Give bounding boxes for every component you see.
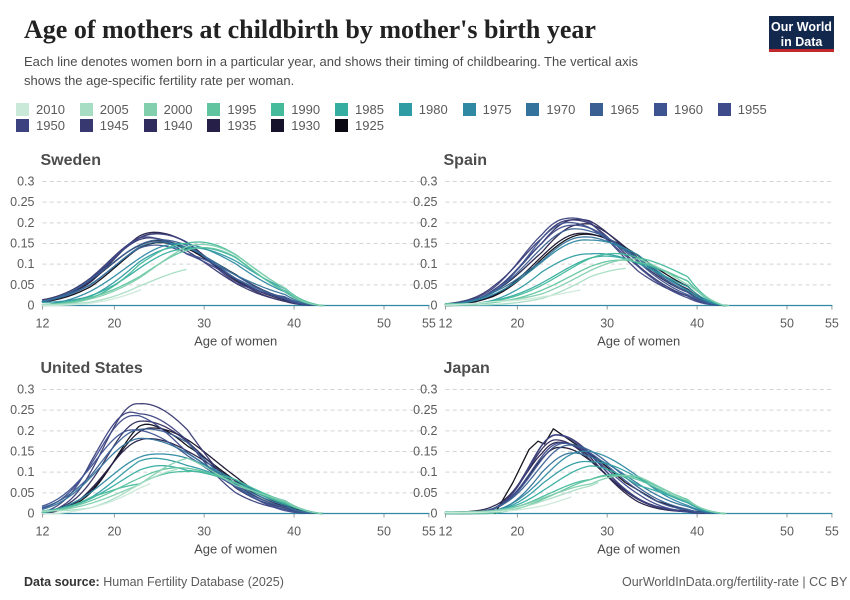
svg-text:United States: United States xyxy=(41,360,143,377)
svg-text:0.25: 0.25 xyxy=(10,403,34,417)
svg-text:0.05: 0.05 xyxy=(413,486,437,500)
svg-text:55: 55 xyxy=(825,525,839,539)
svg-text:12: 12 xyxy=(439,525,453,539)
svg-text:0.3: 0.3 xyxy=(420,383,437,397)
svg-text:0.05: 0.05 xyxy=(10,486,34,500)
svg-text:Japan: Japan xyxy=(444,360,490,377)
svg-text:20: 20 xyxy=(107,317,121,331)
svg-text:0.25: 0.25 xyxy=(413,195,437,209)
svg-text:0.25: 0.25 xyxy=(413,403,437,417)
svg-text:0.15: 0.15 xyxy=(413,445,437,459)
svg-text:40: 40 xyxy=(287,525,301,539)
svg-text:12: 12 xyxy=(439,317,453,331)
svg-text:12: 12 xyxy=(36,317,50,331)
svg-text:20: 20 xyxy=(510,525,524,539)
svg-text:0.3: 0.3 xyxy=(420,175,437,189)
svg-text:0.15: 0.15 xyxy=(413,237,437,251)
svg-text:30: 30 xyxy=(197,525,211,539)
svg-text:50: 50 xyxy=(377,525,391,539)
svg-text:0.1: 0.1 xyxy=(17,257,34,271)
svg-text:0: 0 xyxy=(431,299,438,313)
svg-text:0.2: 0.2 xyxy=(17,216,34,230)
svg-text:0.2: 0.2 xyxy=(17,424,34,438)
svg-text:40: 40 xyxy=(690,317,704,331)
svg-text:0.1: 0.1 xyxy=(17,465,34,479)
svg-text:40: 40 xyxy=(690,525,704,539)
svg-text:20: 20 xyxy=(107,525,121,539)
svg-text:30: 30 xyxy=(197,317,211,331)
svg-text:0: 0 xyxy=(431,507,438,521)
svg-text:Age of women: Age of women xyxy=(597,334,680,349)
svg-text:0.05: 0.05 xyxy=(10,278,34,292)
svg-text:50: 50 xyxy=(377,317,391,331)
svg-text:0.2: 0.2 xyxy=(420,216,437,230)
svg-text:Age of women: Age of women xyxy=(194,334,277,349)
svg-text:0.15: 0.15 xyxy=(10,445,34,459)
svg-text:0: 0 xyxy=(28,299,35,313)
svg-text:0.3: 0.3 xyxy=(17,383,34,397)
svg-text:Age of women: Age of women xyxy=(194,542,277,557)
svg-text:30: 30 xyxy=(600,525,614,539)
svg-text:0.25: 0.25 xyxy=(10,195,34,209)
svg-text:0.05: 0.05 xyxy=(413,278,437,292)
svg-text:Age of women: Age of women xyxy=(597,542,680,557)
svg-text:0: 0 xyxy=(28,507,35,521)
svg-text:50: 50 xyxy=(780,317,794,331)
svg-text:55: 55 xyxy=(825,317,839,331)
svg-text:20: 20 xyxy=(510,317,524,331)
svg-text:0.1: 0.1 xyxy=(420,257,437,271)
svg-text:0.2: 0.2 xyxy=(420,424,437,438)
svg-text:0.1: 0.1 xyxy=(420,465,437,479)
svg-text:40: 40 xyxy=(287,317,301,331)
svg-text:30: 30 xyxy=(600,317,614,331)
svg-text:0.3: 0.3 xyxy=(17,175,34,189)
svg-text:Spain: Spain xyxy=(444,152,488,169)
svg-text:12: 12 xyxy=(36,525,50,539)
svg-text:50: 50 xyxy=(780,525,794,539)
svg-text:Sweden: Sweden xyxy=(41,152,101,169)
svg-text:0.15: 0.15 xyxy=(10,237,34,251)
